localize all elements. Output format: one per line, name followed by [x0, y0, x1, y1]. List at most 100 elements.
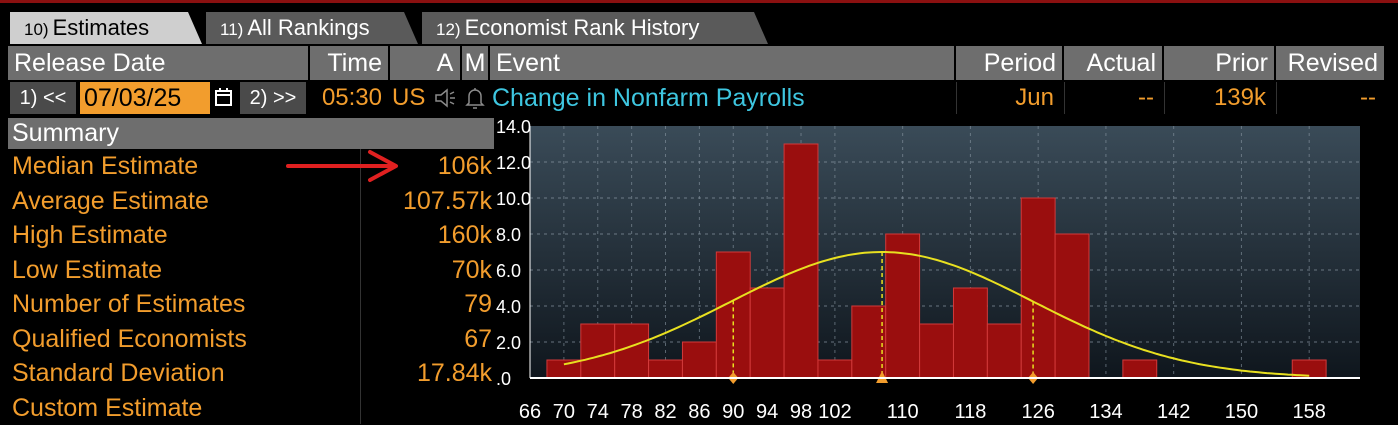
histogram-bar [885, 233, 921, 379]
histogram-bar [1020, 197, 1056, 379]
next-date-button[interactable]: 2) >> [240, 82, 306, 114]
x-tick-label: 70 [553, 401, 575, 423]
tab-number: 12) [436, 20, 461, 39]
x-tick-label: 158 [1292, 401, 1325, 423]
summary-row[interactable]: Standard Deviation 17.84k [8, 356, 494, 390]
x-tick-label: 82 [654, 401, 676, 423]
y-tick-label: 8.0 [496, 225, 521, 245]
histogram-bar [817, 359, 853, 379]
estimates-histogram: 14.0 12.0 10.0 8.0 6.0 4.0 2.0 .0 66 70 74 78 82 86 90… [496, 117, 1360, 423]
summary-value: 107.57k [403, 186, 492, 215]
summary-label: Custom Estimate [12, 393, 203, 422]
x-tick-label: 90 [722, 401, 744, 423]
histogram-bar [783, 143, 819, 379]
x-tick-label: 102 [818, 401, 851, 423]
y-tick-label: 4.0 [496, 297, 521, 317]
tab-all-rankings[interactable]: 11) All Rankings [206, 12, 418, 44]
y-tick-label: 10.0 [496, 189, 531, 209]
release-date-field[interactable]: 07/03/25 [80, 82, 210, 114]
x-tick-label: 110 [887, 401, 919, 423]
summary-label: Number of Estimates [12, 290, 246, 318]
header-prior: Prior [1164, 46, 1274, 80]
histogram-bar [919, 323, 954, 379]
x-tick-label: 94 [756, 401, 778, 423]
tab-label: Economist Rank History [464, 15, 700, 40]
x-tick-label: 150 [1225, 401, 1258, 423]
header-time: Time [310, 46, 388, 80]
x-tick-label: 142 [1157, 401, 1190, 423]
summary-row[interactable]: Low Estimate 70k [8, 253, 494, 287]
release-actual: -- [1064, 82, 1160, 114]
header-event: Event [490, 46, 954, 80]
release-country: US [392, 84, 426, 111]
header-country [390, 46, 430, 80]
summary-label: Standard Deviation [12, 359, 225, 387]
tab-economist-rank-history[interactable]: 12) Economist Rank History [422, 12, 768, 44]
top-accent-bar [0, 0, 1398, 3]
calendar-icon[interactable] [212, 82, 236, 114]
histogram-bar [580, 323, 616, 379]
histogram-bar [1054, 233, 1090, 379]
summary-value: 67 [464, 324, 492, 353]
release-prior: 139k [1164, 82, 1272, 114]
summary-value: 17.84k [416, 359, 492, 387]
release-period: Jun [956, 82, 1060, 114]
histogram-bar [952, 287, 988, 379]
summary-title: Summary [8, 118, 494, 149]
x-tick-label: 78 [621, 401, 643, 423]
header-actual: Actual [1064, 46, 1162, 80]
speaker-icon[interactable] [432, 82, 458, 114]
histogram-bar [851, 305, 887, 379]
release-time: 05:30 [321, 84, 382, 111]
summary-value: 106k [437, 152, 492, 180]
summary-divider [360, 149, 361, 424]
tab-label: Estimates [52, 15, 150, 40]
summary-row[interactable]: Average Estimate 107.57k [8, 184, 494, 218]
x-tick-label: 134 [1089, 401, 1122, 423]
x-tick-label: 74 [587, 401, 609, 423]
x-tick-label: 86 [688, 401, 710, 423]
summary-row[interactable]: Number of Estimates 79 [8, 287, 494, 321]
tab-estimates[interactable]: 10) Estimates [10, 12, 202, 44]
prev-date-button[interactable]: 1) << [10, 82, 76, 114]
annotation-arrow-icon [286, 150, 398, 182]
summary-value: 160k [437, 221, 492, 249]
header-release-date: Release Date [8, 46, 308, 80]
histogram-bar [1122, 359, 1158, 379]
x-tick-label: 118 [954, 401, 986, 423]
release-revised: -- [1276, 82, 1382, 114]
summary-label: Average Estimate [12, 186, 209, 215]
summary-label: Qualified Economists [12, 324, 247, 353]
histogram-bar [614, 323, 650, 379]
bell-icon[interactable] [462, 82, 488, 114]
x-tick-label: 126 [1021, 401, 1054, 423]
x-tick-label: 66 [519, 401, 541, 423]
x-tick-label: 98 [790, 401, 812, 423]
header-m: M [462, 46, 488, 80]
normal-curve [563, 251, 1310, 377]
y-tick-label: 2.0 [496, 333, 521, 353]
summary-label: Median Estimate [12, 152, 199, 180]
tab-number: 10) [24, 20, 49, 39]
summary-row[interactable]: Median Estimate 106k [8, 149, 494, 183]
summary-row[interactable]: Custom Estimate [8, 391, 494, 425]
y-tick-label: 6.0 [496, 261, 521, 281]
histogram-bar [648, 359, 683, 379]
summary-label: High Estimate [12, 221, 168, 249]
summary-row[interactable]: High Estimate 160k [8, 218, 494, 252]
y-tick-label: 14.0 [496, 117, 531, 137]
header-revised: Revised [1276, 46, 1384, 80]
y-tick-label: 12.0 [496, 153, 531, 173]
summary-value: 70k [451, 255, 492, 284]
histogram-bar [681, 341, 717, 379]
header-a: A [430, 46, 460, 80]
histogram-bar [749, 287, 785, 379]
summary-row[interactable]: Qualified Economists 67 [8, 322, 494, 356]
event-link[interactable]: Change in Nonfarm Payrolls [492, 84, 805, 112]
tab-label: All Rankings [247, 15, 370, 40]
summary-value: 79 [464, 290, 492, 318]
summary-label: Low Estimate [12, 255, 163, 284]
y-tick-label: .0 [496, 369, 511, 389]
histogram-bar [986, 323, 1022, 379]
tab-number: 11) [220, 20, 244, 39]
